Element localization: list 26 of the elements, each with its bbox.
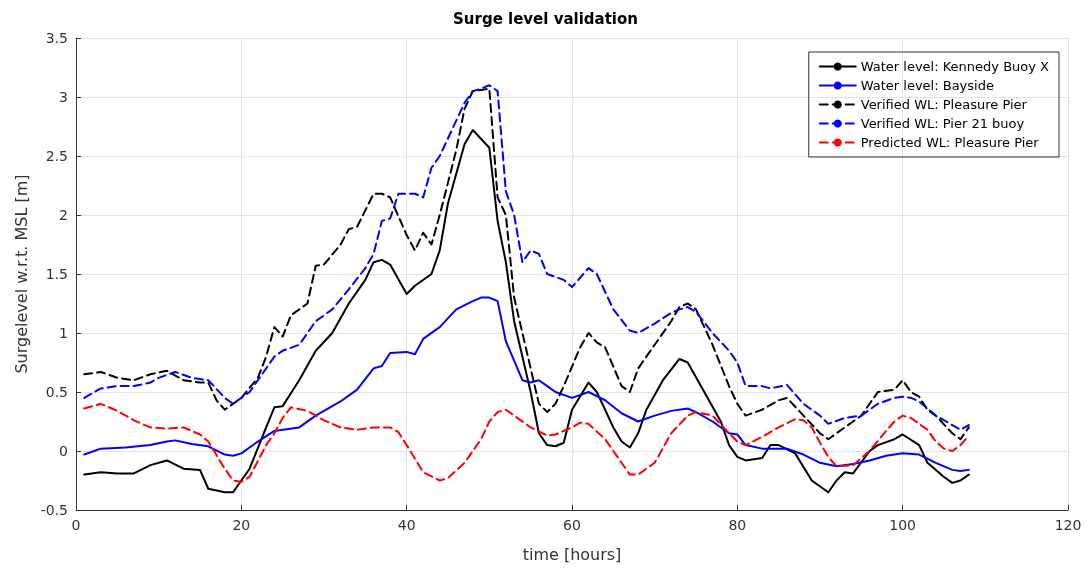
legend-label: Water level: Kennedy Buoy X	[860, 59, 1050, 74]
y-tick-label: 3.5	[45, 30, 68, 46]
y-tick-label: 2.5	[45, 148, 68, 164]
y-tick-label: 2	[59, 207, 68, 223]
y-tick-label: 3	[59, 89, 68, 105]
x-tick-label: 80	[728, 517, 747, 533]
y-tick-label: 1.5	[45, 266, 68, 282]
x-tick-label: 0	[71, 517, 81, 533]
legend-label: Predicted WL: Pleasure Pier	[860, 135, 1040, 150]
legend-label: Water level: Bayside	[860, 78, 994, 93]
x-axis-title: time [hours]	[522, 544, 622, 564]
legend-label: Verified WL: Pier 21 buoy	[860, 116, 1025, 131]
x-tick-label: 40	[397, 517, 416, 533]
line-series	[83, 402, 970, 483]
x-tick-label: 20	[232, 517, 251, 533]
y-tick-label: -0.5	[40, 502, 68, 518]
line-series	[83, 296, 970, 473]
x-tick-label: 120	[1054, 517, 1082, 533]
chart-title: Surge level validation	[453, 9, 638, 28]
x-tick-label: 100	[889, 517, 917, 533]
legend-label: Verified WL: Pleasure Pier	[860, 97, 1028, 112]
y-tick-label: 0.5	[45, 384, 68, 400]
y-tick-label: 1	[59, 325, 68, 341]
y-tick-label: 0	[59, 443, 68, 459]
y-axis-title: Surgelevel w.r.t. MSL [m]	[12, 174, 32, 374]
x-tick-label: 60	[563, 517, 581, 533]
